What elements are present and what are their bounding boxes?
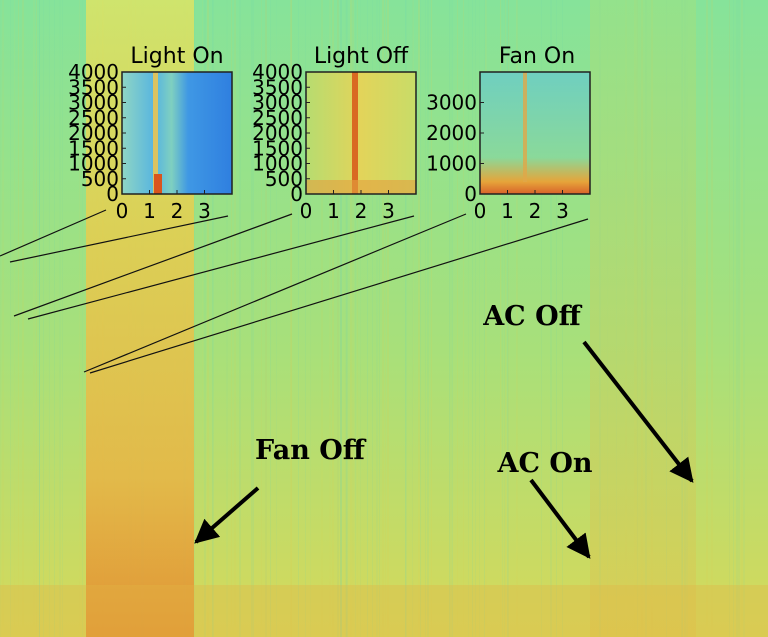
texture-streak bbox=[234, 0, 236, 637]
xtick-label-light-off: 3 bbox=[382, 199, 395, 223]
texture-streak bbox=[54, 0, 55, 637]
inset-plot-fan-on bbox=[480, 72, 590, 194]
texture-streak bbox=[239, 0, 241, 637]
annotation-ac-off-label: AC Off bbox=[482, 301, 582, 332]
xtick-label-light-off: 2 bbox=[355, 199, 368, 223]
texture-streak bbox=[39, 0, 40, 637]
texture-streak bbox=[43, 0, 44, 637]
texture-streak bbox=[729, 0, 730, 637]
light-off-transient bbox=[352, 72, 358, 194]
texture-streak bbox=[741, 0, 743, 637]
xtick-label-light-on: 2 bbox=[171, 199, 184, 223]
inset-title-light-off: Light Off bbox=[314, 44, 409, 69]
texture-streak bbox=[22, 0, 24, 637]
texture-streak bbox=[36, 0, 37, 637]
texture-streak bbox=[711, 0, 713, 637]
xtick-label-fan-on: 2 bbox=[529, 199, 542, 223]
annotation-fan-off-label: Fan Off bbox=[255, 435, 367, 466]
texture-streak bbox=[706, 0, 708, 637]
texture-streak bbox=[733, 0, 734, 637]
low-frequency-band bbox=[0, 585, 768, 637]
annotation-ac-on-label: AC On bbox=[497, 448, 593, 479]
texture-streak bbox=[33, 0, 35, 637]
texture-streak bbox=[49, 0, 50, 637]
texture-streak bbox=[743, 0, 745, 637]
fan-on-transient bbox=[523, 72, 527, 182]
texture-streak bbox=[0, 0, 1, 637]
xtick-label-light-on: 3 bbox=[198, 199, 211, 223]
xtick-label-light-on: 1 bbox=[143, 199, 156, 223]
xtick-label-fan-on: 3 bbox=[556, 199, 569, 223]
texture-streak bbox=[2, 0, 4, 637]
texture-streak bbox=[736, 0, 738, 637]
texture-streak bbox=[420, 0, 421, 637]
xtick-label-light-on: 0 bbox=[116, 199, 129, 223]
ytick-label-fan-on: 1000 bbox=[426, 152, 477, 176]
xtick-label-fan-on: 0 bbox=[474, 199, 487, 223]
texture-streak bbox=[10, 0, 11, 637]
texture-streak bbox=[738, 0, 740, 637]
xtick-label-fan-on: 1 bbox=[501, 199, 514, 223]
ytick-label-fan-on: 3000 bbox=[426, 91, 477, 115]
texture-streak bbox=[418, 0, 420, 637]
inset-title-fan-on: Fan On bbox=[499, 44, 575, 69]
inset-plot-light-on bbox=[122, 72, 232, 194]
xtick-label-light-off: 0 bbox=[300, 199, 313, 223]
texture-streak bbox=[59, 0, 61, 637]
inset-plot-light-off bbox=[306, 72, 416, 194]
inset-title-light-on: Light On bbox=[130, 44, 223, 69]
texture-streak bbox=[62, 0, 63, 637]
texture-streak bbox=[18, 0, 19, 637]
xtick-label-light-off: 1 bbox=[327, 199, 340, 223]
texture-streak bbox=[14, 0, 15, 637]
light-on-low-freq-burst bbox=[154, 174, 162, 194]
ytick-label-fan-on: 2000 bbox=[426, 121, 477, 145]
ac-band bbox=[590, 0, 696, 637]
